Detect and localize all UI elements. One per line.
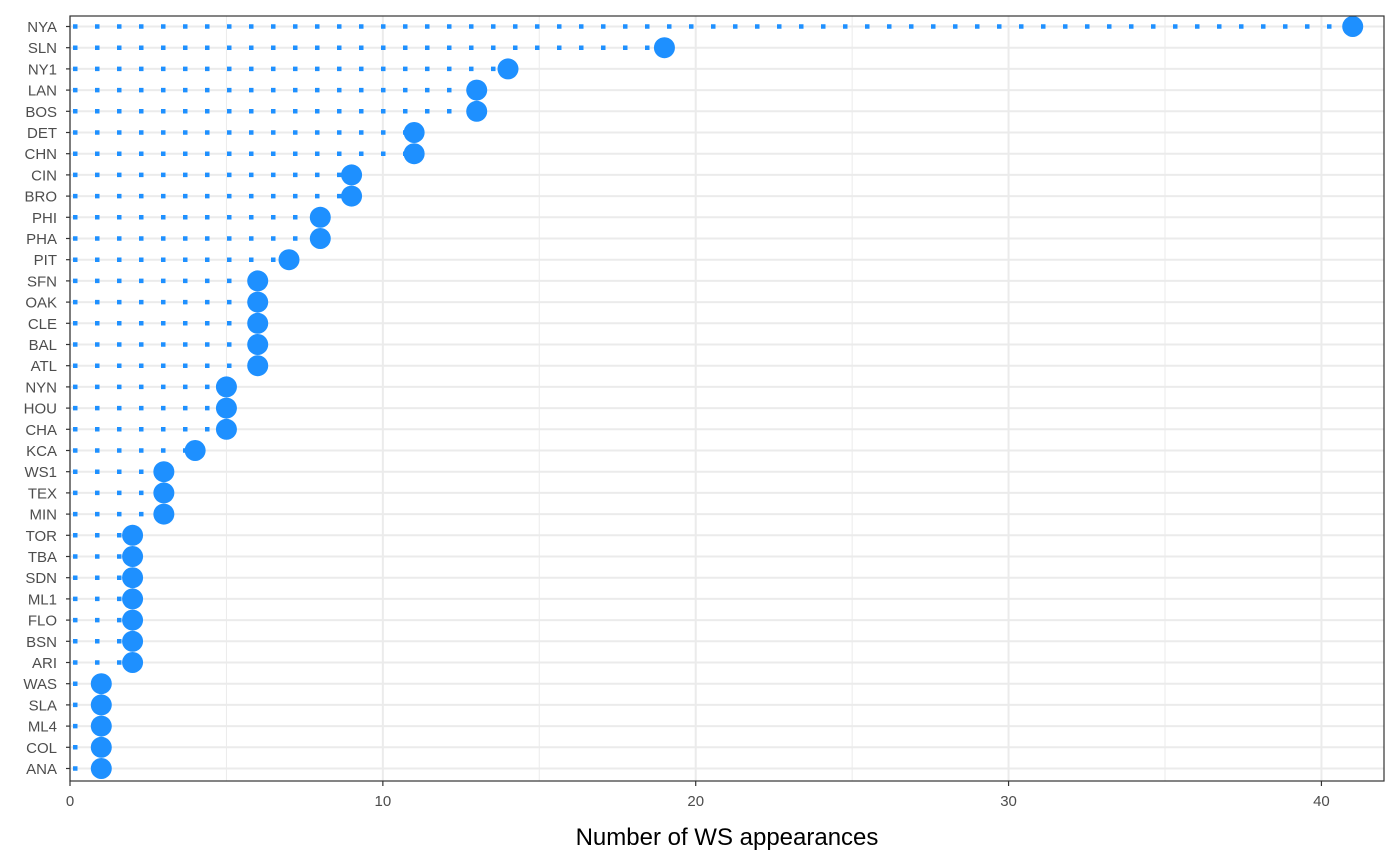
- y-tick-label: PHA: [26, 231, 57, 248]
- point-ari: [122, 652, 144, 673]
- y-tick-label: SFN: [27, 273, 57, 290]
- y-tick-label: CHA: [25, 422, 57, 439]
- point-hou: [215, 397, 237, 419]
- point-layer: [90, 16, 1364, 779]
- y-axis-ticks: NYA SLN NY1 LAN BOS DET CHN CIN BRO PHI PHA PIT SFN O…: [23, 19, 70, 778]
- point-sla: [90, 694, 112, 716]
- y-tick-label: PIT: [34, 252, 57, 269]
- x-axis-ticks: 0 10 20 30 40: [66, 781, 1330, 810]
- y-tick-label: NYA: [27, 19, 57, 36]
- y-tick-label: OAK: [25, 295, 57, 312]
- point-col: [90, 736, 112, 758]
- point-ws1: [153, 461, 175, 483]
- point-sln: [653, 37, 675, 59]
- y-tick-label: CHN: [25, 146, 58, 163]
- y-tick-label: COL: [26, 740, 57, 757]
- point-nya: [1342, 16, 1364, 37]
- y-tick-label: NY1: [28, 61, 57, 78]
- point-min: [153, 503, 175, 525]
- y-tick-label: MIN: [30, 507, 58, 524]
- point-lan: [466, 79, 488, 101]
- x-tick-label: 40: [1313, 793, 1330, 810]
- point-chn: [403, 143, 425, 165]
- point-pit: [278, 249, 300, 271]
- x-tick-label: 10: [375, 793, 392, 810]
- y-tick-label: ML1: [28, 591, 57, 608]
- y-tick-label: ML4: [28, 719, 57, 736]
- y-tick-label: SLA: [29, 697, 57, 714]
- y-tick-label: LAN: [28, 83, 57, 100]
- point-sfn: [247, 270, 269, 292]
- y-tick-label: BRO: [24, 189, 57, 206]
- y-tick-label: DET: [27, 125, 57, 142]
- stem-layer: [73, 24, 1353, 771]
- point-det: [403, 122, 425, 143]
- point-bal: [247, 334, 269, 355]
- panel-border: [69, 15, 1385, 782]
- y-tick-label: BAL: [29, 337, 57, 354]
- x-tick-label: 30: [1000, 793, 1017, 810]
- y-tick-label: ANA: [26, 761, 57, 778]
- y-tick-label: ARI: [32, 655, 57, 672]
- point-pha: [309, 228, 331, 249]
- point-cle: [247, 312, 269, 334]
- point-kca: [184, 440, 206, 461]
- point-bos: [466, 100, 488, 122]
- y-tick-label: TBA: [28, 549, 57, 566]
- point-sdn: [122, 567, 144, 589]
- point-tor: [122, 524, 144, 546]
- y-tick-label: FLO: [28, 613, 57, 630]
- point-phi: [309, 206, 331, 228]
- x-axis-title: Number of WS appearances: [576, 824, 879, 851]
- point-ml4: [90, 715, 112, 737]
- point-tba: [122, 546, 144, 567]
- y-tick-label: ATL: [31, 358, 57, 375]
- y-tick-label: WS1: [24, 464, 57, 481]
- point-bro: [341, 185, 363, 207]
- x-tick-label: 20: [687, 793, 704, 810]
- y-tick-label: TOR: [26, 528, 58, 545]
- point-bsn: [122, 630, 144, 652]
- point-cin: [341, 164, 363, 186]
- y-tick-label: NYN: [25, 379, 57, 396]
- grid-layer: [69, 16, 1384, 781]
- point-nyn: [215, 376, 237, 398]
- y-tick-label: KCA: [26, 443, 57, 460]
- point-ny1: [497, 58, 519, 80]
- y-tick-label: CIN: [31, 167, 57, 184]
- point-oak: [247, 291, 269, 313]
- point-tex: [153, 482, 175, 504]
- point-was: [90, 673, 112, 695]
- y-tick-label: SLN: [28, 40, 57, 57]
- y-tick-label: PHI: [32, 210, 57, 227]
- point-flo: [122, 609, 144, 631]
- point-cha: [215, 418, 237, 440]
- y-tick-label: CLE: [28, 316, 57, 333]
- y-tick-label: BSN: [26, 634, 57, 651]
- y-tick-label: WAS: [23, 676, 57, 693]
- point-ml1: [122, 588, 144, 610]
- y-tick-label: BOS: [25, 104, 57, 121]
- y-tick-label: TEX: [28, 485, 57, 502]
- y-tick-label: SDN: [25, 570, 57, 587]
- point-atl: [247, 355, 269, 377]
- point-ana: [90, 758, 112, 779]
- y-tick-label: HOU: [24, 401, 57, 418]
- x-tick-label: 0: [66, 793, 74, 810]
